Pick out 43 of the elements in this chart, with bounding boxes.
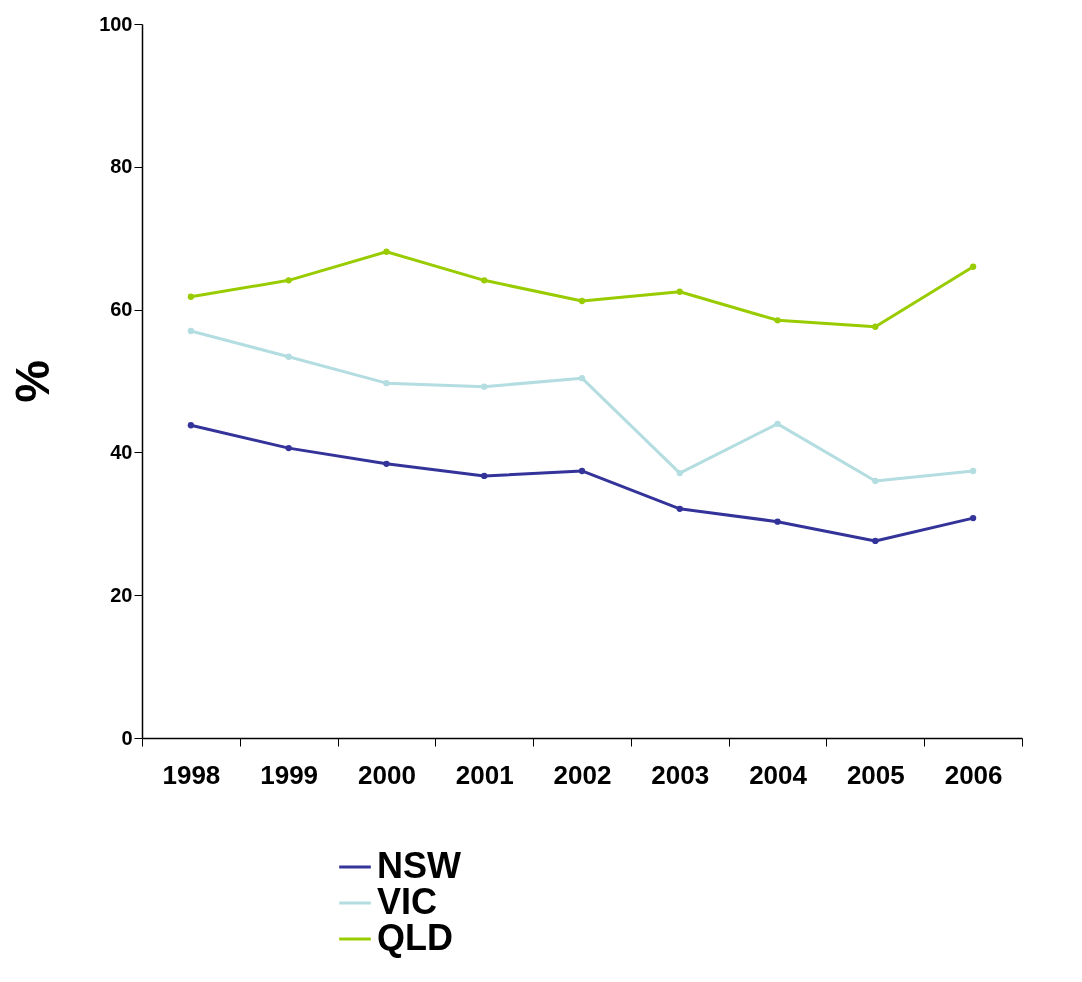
x-tick-label: 1998 bbox=[162, 759, 221, 790]
x-tick-label: 2001 bbox=[455, 759, 514, 790]
y-tick-label: 20 bbox=[110, 583, 133, 606]
y-tick-label: 0 bbox=[121, 726, 133, 749]
y-tick-label: 40 bbox=[110, 440, 133, 463]
point bbox=[872, 537, 879, 545]
point bbox=[578, 374, 586, 382]
y-tick-label: 80 bbox=[110, 155, 133, 178]
x-tick-label: 2003 bbox=[651, 759, 710, 790]
point bbox=[676, 505, 683, 512]
point bbox=[969, 467, 977, 475]
point bbox=[383, 379, 390, 387]
point bbox=[383, 460, 390, 467]
point bbox=[774, 420, 781, 427]
point bbox=[676, 469, 683, 477]
point bbox=[187, 293, 195, 300]
point bbox=[774, 518, 781, 525]
point bbox=[187, 327, 195, 335]
point bbox=[676, 288, 683, 295]
point bbox=[481, 472, 488, 480]
point bbox=[969, 514, 977, 522]
point bbox=[481, 383, 488, 390]
point bbox=[285, 444, 292, 452]
x-tick-label: 2006 bbox=[944, 759, 1003, 790]
point bbox=[774, 317, 781, 324]
point bbox=[285, 353, 292, 360]
x-tick-label: 2000 bbox=[358, 759, 416, 790]
point bbox=[187, 422, 195, 429]
x-tick-label: 2002 bbox=[553, 759, 612, 790]
point bbox=[969, 263, 977, 270]
x-tick-label: 2005 bbox=[846, 759, 905, 790]
point bbox=[578, 467, 586, 475]
point bbox=[481, 277, 488, 284]
y-tick-label: 100 bbox=[99, 12, 133, 35]
point bbox=[285, 277, 292, 284]
point bbox=[872, 477, 879, 485]
point bbox=[578, 297, 586, 305]
x-tick-label: 2004 bbox=[749, 759, 808, 790]
x-tick-label: 1999 bbox=[260, 759, 319, 790]
y-axis-title: % bbox=[6, 360, 60, 403]
point bbox=[383, 248, 390, 255]
y-tick-label: 60 bbox=[110, 298, 133, 321]
point bbox=[872, 323, 879, 330]
